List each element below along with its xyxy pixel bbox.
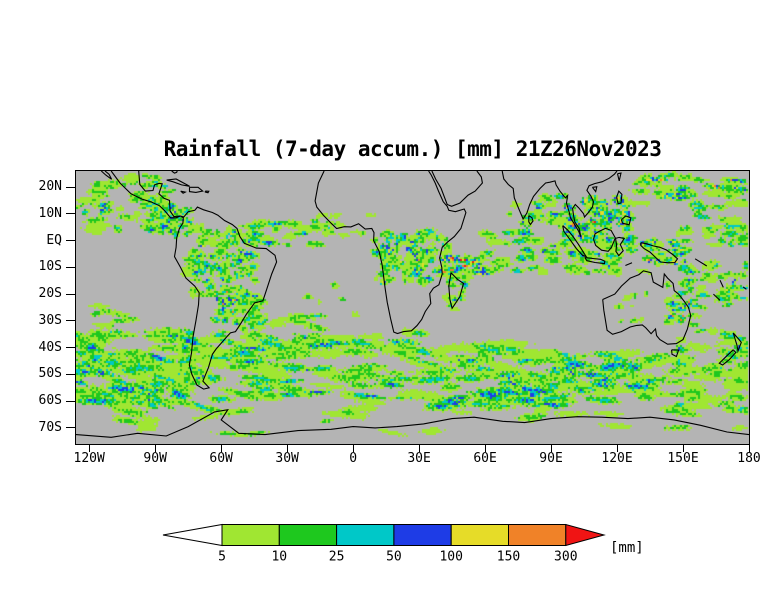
coastline-arabia [431,171,483,207]
legend-segment-5 [508,524,567,546]
lon-tick-label: 30W [275,451,299,466]
coastline-south_asia [501,171,618,238]
lon-tick-label: 0 [349,451,358,466]
coastline-vanuatu [719,279,724,288]
coastline-gulf_caribbean [138,171,181,218]
coastline-mindanao [620,215,632,226]
coastline-timor [625,262,633,267]
lon-tick [220,445,222,452]
lat-tick-label: 70S [38,419,62,435]
lat-tick-label: 60S [38,393,62,409]
lon-tick-label: 60W [209,451,233,466]
lon-tick-label: 150E [667,451,699,466]
lon-tick-label: 180 [737,451,761,466]
coastline-new_guinea [640,242,679,264]
legend-threshold-label: 100 [439,550,462,565]
lat-tick [66,293,75,295]
lon-tick [550,445,552,452]
lon-tick [352,445,354,452]
legend-threshold-label: 5 [218,550,226,565]
coastline-mexico_pacific [110,171,181,219]
legend-threshold-label: 150 [497,550,520,565]
coastline-borneo [592,227,616,252]
coastline-fiji [742,286,747,290]
coastline-java [584,256,606,265]
coastline-solomons [694,258,708,267]
coastline-sulawesi [614,236,626,257]
legend-below-arrow [162,523,223,547]
legend-segment-2 [336,524,395,546]
coastline-nz_south [718,349,737,366]
coastline-madagascar [448,272,465,310]
lat-tick-label: 50S [38,366,62,382]
lat-tick [66,347,75,349]
coastline-sri_lanka [528,215,534,226]
coastline-jamaica [180,190,187,194]
lon-tick [418,445,420,452]
lat-tick [66,186,75,188]
coastline-cuba [166,178,190,187]
coastline-hispaniola [188,186,204,193]
plot-title: Rainfall (7-day accum.) [mm] 21Z26Nov202… [163,137,662,161]
world-map-frame [75,170,750,445]
rainfall-raster [76,171,749,444]
coastline-australia [602,270,692,345]
colorbar-unit-label: [mm] [610,540,644,556]
lon-tick [616,445,618,452]
lat-tick-label: 10N [38,205,62,221]
lon-tick-label: 90E [539,451,563,466]
lon-tick-label: 120W [73,451,105,466]
coastline-luzon [616,190,623,205]
lon-tick [484,445,486,452]
legend-threshold-label: 300 [554,550,577,565]
lat-tick-label: EQ [46,232,62,248]
lat-tick [66,373,75,375]
coastlines-overlay [76,171,749,438]
lat-tick-label: 20S [38,286,62,302]
legend-threshold-label: 10 [271,550,287,565]
legend-segment-3 [393,524,452,546]
lon-tick-label: 120E [601,451,633,466]
lat-tick-label: 10S [38,259,62,275]
lat-tick-label: 20N [38,179,62,195]
coastline-baja [100,171,113,180]
lat-tick [66,266,75,268]
lat-tick [66,320,75,322]
coastline-tasmania [671,349,680,358]
coastline-sumatra [562,225,588,258]
lat-tick [66,213,75,215]
coastline-taiwan [616,172,622,182]
legend-segment-4 [450,524,510,546]
coastline-hainan [591,186,598,193]
lon-tick [682,445,684,452]
coastline-florida_tip [171,171,178,174]
legend-segment-1 [278,524,338,546]
lat-tick [66,240,75,242]
lat-tick-label: 30S [38,312,62,328]
lon-tick-label: 90W [143,451,167,466]
lon-tick [748,445,750,452]
legend-above-arrow [565,523,606,547]
lon-tick [154,445,156,452]
lat-tick [66,400,75,402]
legend-segment-0 [221,524,280,546]
lon-tick-label: 60E [473,451,497,466]
lon-tick-label: 30E [407,451,431,466]
coastline-nz_north [732,332,742,354]
lon-tick [286,445,288,452]
coastline-antarctica [76,408,749,438]
lat-tick-label: 40S [38,339,62,355]
coastline-puerto_rico [204,190,210,194]
coastline-africa [314,171,467,335]
legend-threshold-label: 50 [386,550,402,565]
colorbar-legend: 5 10 25 50 100 150 300 [162,523,606,565]
lat-tick [66,427,75,429]
legend-threshold-label: 25 [329,550,345,565]
coastline-south_america [173,206,278,390]
coastline-new_caledonia [713,293,721,301]
lon-tick [88,445,90,452]
